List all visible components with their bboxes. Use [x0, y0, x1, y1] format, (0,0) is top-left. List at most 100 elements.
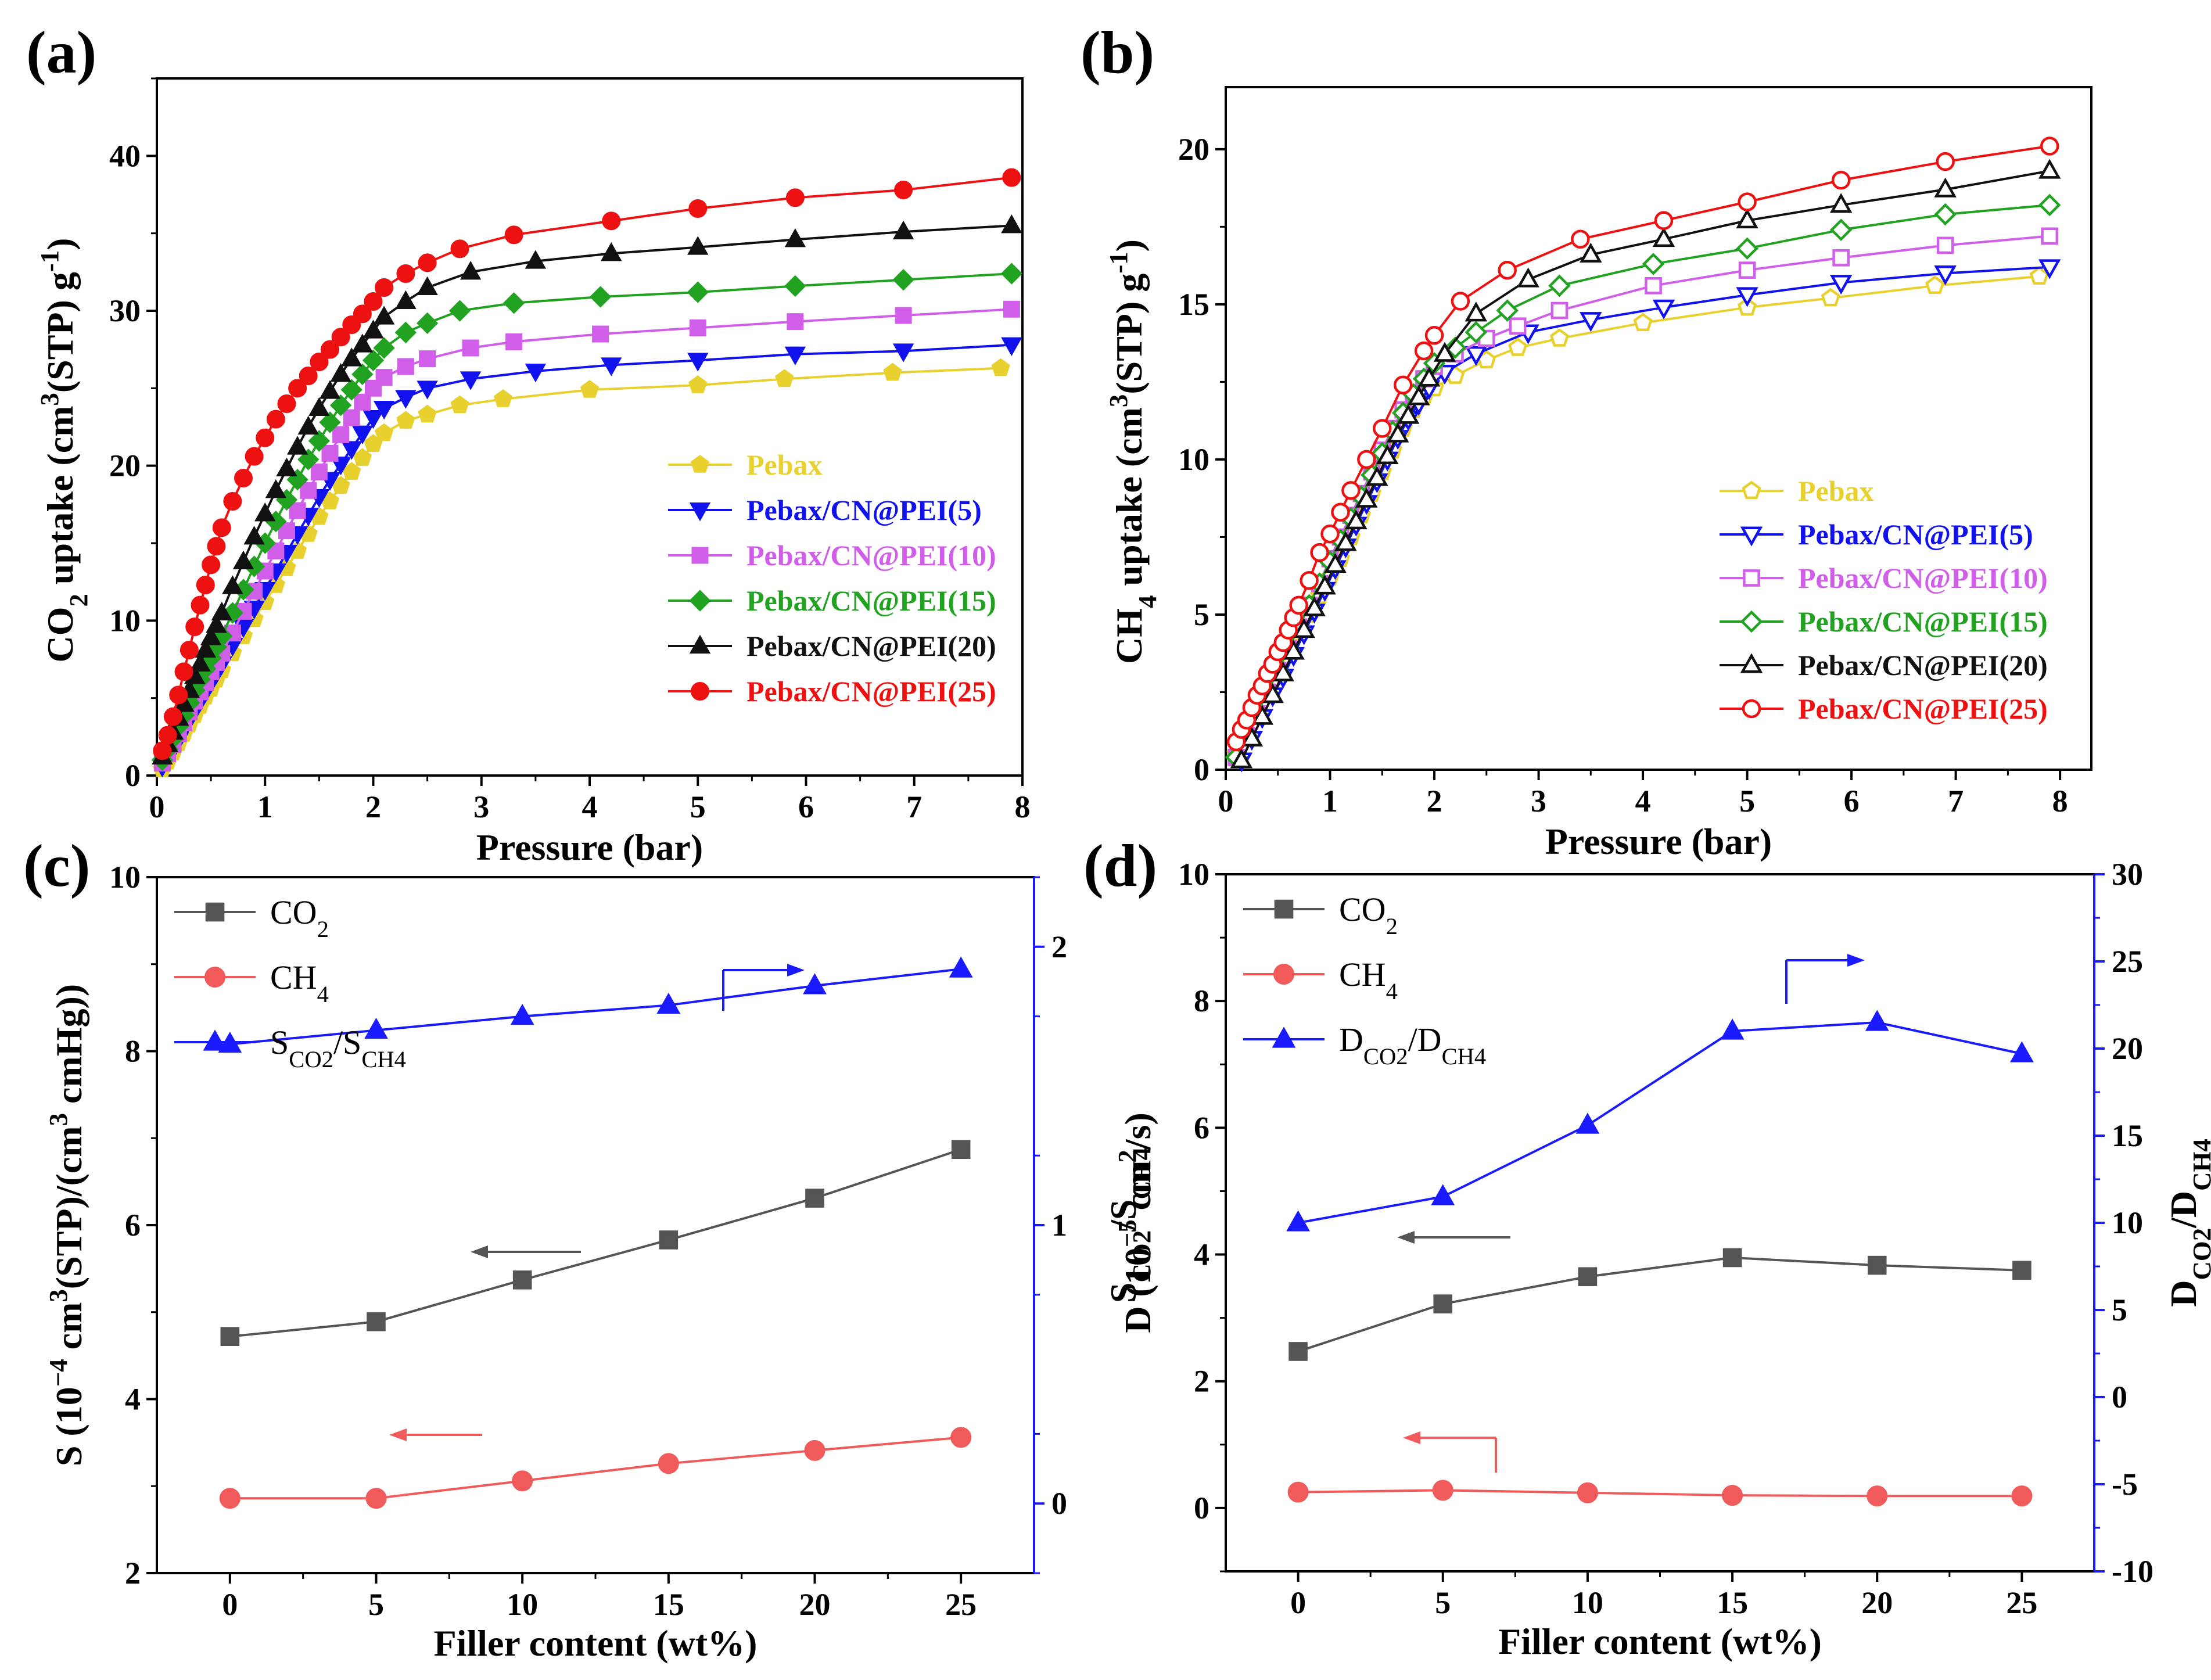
- data-point: [892, 343, 914, 362]
- data-point: [196, 576, 215, 594]
- data-point: [1577, 1482, 1598, 1503]
- legend: [1243, 899, 1325, 1048]
- y-tick-label: 0: [1194, 752, 1209, 787]
- data-point: [212, 518, 231, 537]
- data-point: [1341, 481, 1361, 500]
- data-point: [1633, 313, 1653, 332]
- data-point: [892, 269, 914, 291]
- x-tick-label: 25: [2006, 1585, 2037, 1620]
- x-tick-label: 2: [1427, 784, 1442, 819]
- data-point: [689, 319, 706, 336]
- x-tick-label: 8: [2052, 784, 2068, 819]
- data-point: [460, 261, 482, 280]
- data-point: [362, 349, 385, 371]
- x-tick-label: 15: [653, 1587, 684, 1622]
- y-axis-label-part: 3: [1104, 394, 1133, 407]
- data-point: [2041, 227, 2059, 245]
- data-point: [416, 312, 439, 334]
- y-tick-label: 5: [1194, 597, 1209, 632]
- data-point: [1357, 450, 1376, 469]
- y-tick-label: 10: [1178, 442, 1209, 477]
- data-point: [1376, 444, 1399, 465]
- data-point: [286, 436, 308, 455]
- data-point: [362, 320, 384, 339]
- data-point: [180, 641, 199, 659]
- data-point: [785, 188, 805, 207]
- data-point: [892, 220, 914, 239]
- y-right-axis-label-part: CO2: [2187, 1228, 2211, 1280]
- y-tick-label: 4: [1194, 1237, 1209, 1272]
- legend-label-part: CO2: [1363, 1043, 1408, 1069]
- y-tick-label: 6: [125, 1208, 141, 1243]
- data-point: [364, 292, 383, 311]
- legend-label: Pebax: [746, 448, 823, 481]
- data-point: [1300, 570, 1319, 590]
- data-point: [341, 441, 362, 460]
- data-point: [1465, 321, 1488, 344]
- y-axis-label-part: (STP) g: [1108, 274, 1150, 394]
- legend-label-part: CH: [270, 959, 317, 996]
- y-right-tick-label: 30: [2112, 857, 2143, 892]
- data-point: [153, 741, 172, 760]
- x-tick-label: 3: [473, 789, 489, 824]
- legend-marker: [1740, 610, 1763, 633]
- data-point: [256, 428, 275, 447]
- data-point: [2012, 1261, 2031, 1280]
- y-right-tick-label: -10: [2112, 1554, 2153, 1589]
- y-axis-label-part: -1: [1104, 252, 1133, 273]
- data-point: [1722, 1248, 1742, 1268]
- data-point: [332, 426, 350, 443]
- data-point: [254, 502, 276, 522]
- y-axis-label: CH4 uptake (cm3(STP) g-1): [1104, 239, 1162, 664]
- legend-marker: [689, 634, 711, 654]
- data-point: [200, 626, 222, 645]
- y-axis-label-part: 3: [35, 393, 64, 405]
- x-tick-label: 6: [798, 789, 814, 824]
- data-point: [1293, 618, 1315, 638]
- x-tick-label: 25: [945, 1587, 977, 1622]
- series-co2: [1288, 1248, 2031, 1361]
- x-tick-label: 15: [1717, 1585, 1748, 1620]
- data-point: [1736, 237, 1758, 260]
- data-point: [321, 340, 339, 359]
- x-tick-label: 5: [368, 1587, 384, 1622]
- series-pebax-cn-pei-20-: [1230, 159, 2061, 769]
- data-point: [1578, 1267, 1598, 1287]
- x-tick-label: 0: [1290, 1585, 1306, 1620]
- data-point: [310, 463, 328, 480]
- y-right-axis-label-part: /D: [2163, 1191, 2204, 1229]
- y-axis-label: S (10−4 cm3(STP)/(cm3 cmHg)): [44, 984, 89, 1466]
- data-point: [460, 371, 482, 390]
- y-axis-label-part: ): [1108, 239, 1150, 252]
- data-point: [804, 1440, 825, 1461]
- data-point: [1431, 1184, 1455, 1205]
- y-right-tick-label: 10: [2112, 1205, 2143, 1240]
- data-point: [687, 281, 709, 303]
- data-point: [1432, 1480, 1453, 1501]
- data-point: [493, 389, 513, 407]
- data-point: [374, 423, 394, 441]
- data-point: [2038, 159, 2061, 179]
- x-tick-label: 7: [1948, 784, 1964, 819]
- y-right-axis-label-part: CH4: [2187, 1139, 2211, 1191]
- x-tick-label: 8: [1015, 789, 1031, 824]
- data-point: [504, 225, 523, 245]
- data-point: [1738, 192, 1757, 211]
- data-point: [223, 492, 242, 511]
- data-point: [602, 211, 621, 231]
- data-point: [202, 555, 221, 575]
- data-point: [1417, 367, 1441, 387]
- y-axis-label: CO2 uptake (cm3(STP) g-1): [35, 238, 93, 663]
- data-point: [1722, 1485, 1743, 1506]
- legend-label: Pebax/CN@PEI(5): [746, 494, 982, 526]
- x-tick-label: 6: [1844, 784, 1860, 819]
- y-right-tick-label: -5: [2112, 1467, 2138, 1502]
- data-point: [2040, 137, 2059, 156]
- y-axis-label-part: ): [40, 238, 81, 250]
- data-point: [462, 339, 479, 357]
- data-point: [1386, 422, 1409, 443]
- data-point: [232, 550, 254, 569]
- x-axis-label: Filler content (wt%): [434, 1622, 758, 1664]
- data-point: [1000, 263, 1023, 285]
- legend-marker: [1742, 480, 1761, 500]
